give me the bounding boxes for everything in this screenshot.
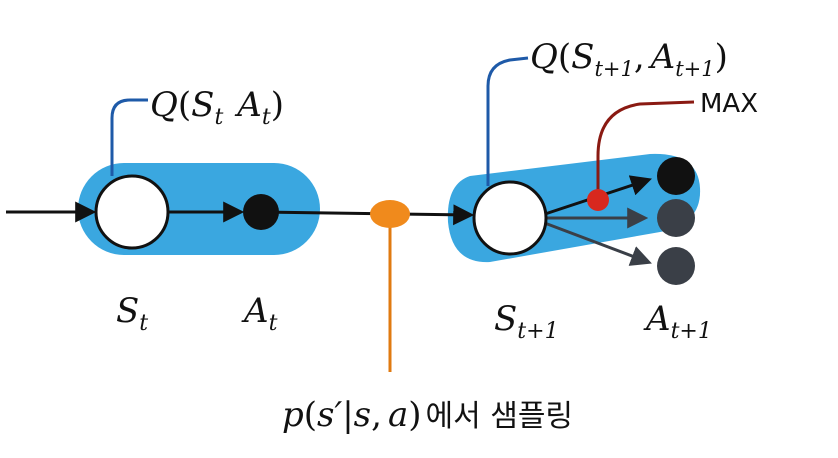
q-left-label: Q(St At) [150,85,284,130]
state-t-caption: St [116,291,148,336]
action-t1-node-2 [657,199,695,237]
edge-next-state-to-action-3 [541,220,652,266]
max-leader-line [596,100,695,198]
sampling-caption: p(s′|s, a) 에서 샘플링 [282,395,573,435]
max-marker [587,189,609,211]
action-t-node [243,194,279,230]
state-t1-caption: St+1 [494,299,559,344]
edge-action-to-next-state [259,204,475,226]
q-left-leader-line [110,98,148,176]
state-t-node [94,174,170,250]
action-t1-node-3 [657,247,695,285]
action-t-caption: At [241,291,278,336]
max-label: MAX [700,89,758,119]
sample-node [370,200,410,228]
state-t1-node [472,180,548,256]
action-t1-node-max [657,157,695,195]
action-t1-caption: At+1 [643,299,712,344]
q-right-label: Q(St+1, At+1) [530,37,728,81]
q-right-leader-line [486,56,529,186]
